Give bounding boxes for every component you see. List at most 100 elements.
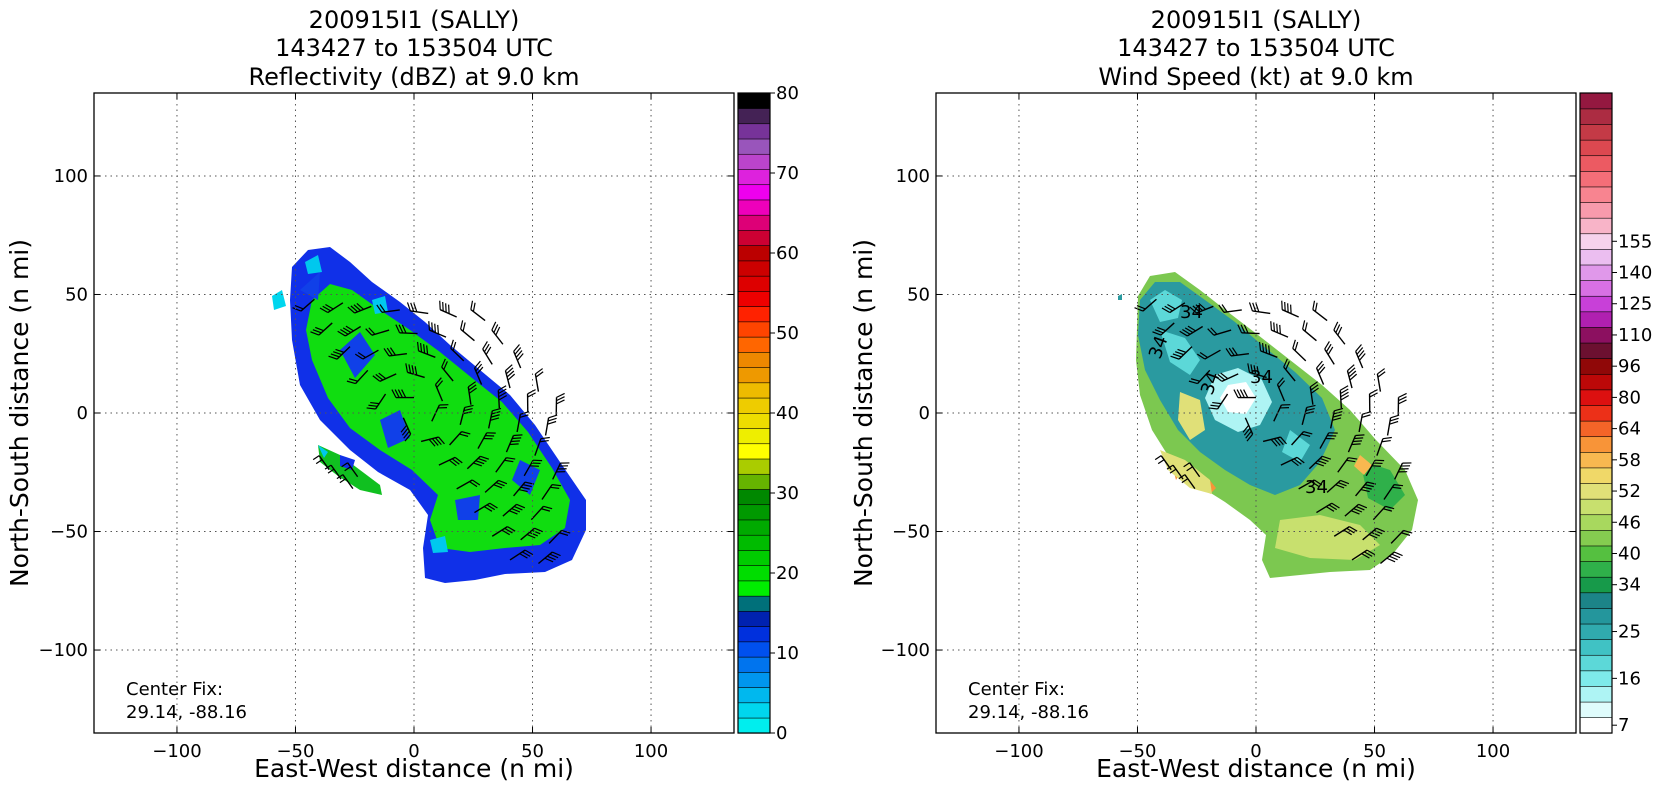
wind-wind-barb [1293, 340, 1306, 361]
wind-wind-barb [1249, 302, 1270, 313]
reflectivity-colorbar-bin [738, 489, 770, 505]
wind-colorbar-bin [1580, 421, 1612, 437]
wind-wind-barb [1334, 322, 1345, 344]
contour-label: 34 [1250, 367, 1273, 388]
wind-colorbar-bin [1580, 717, 1612, 733]
wind-colorbar-tick-label: 80 [1618, 387, 1641, 408]
wind-colorbar-bin [1580, 93, 1612, 109]
wind-colorbar-tick-label: 155 [1618, 231, 1652, 252]
wind-colorbar-bin [1580, 124, 1612, 140]
wind-colorbar-bin [1580, 514, 1612, 530]
wind-title-line-1: 200915I1 (SALLY) [1151, 6, 1362, 34]
wind-colorbar-bin [1580, 280, 1612, 296]
wind-colorbar-bin [1580, 405, 1612, 421]
wind-wind-barb [1303, 320, 1317, 340]
wind-colorbar-bin [1580, 499, 1612, 515]
reflectivity-wind-barb [535, 369, 543, 392]
reflectivity-wind-barb [471, 301, 485, 321]
wind-title-line-2: 143427 to 153504 UTC [1117, 34, 1395, 62]
wind-wind-barb [1377, 369, 1385, 392]
reflectivity-wind-barb [505, 365, 514, 388]
wind-colorbar-bin [1580, 140, 1612, 156]
wind-wind-barb [1317, 361, 1325, 384]
reflectivity-colorbar-bin [738, 428, 770, 444]
reflectivity-colorbar-bin [738, 565, 770, 581]
wind-colorbar-tick-label: 34 [1618, 575, 1641, 596]
reflectivity-colorbar-bin [738, 200, 770, 216]
reflectivity-wind-barb [461, 320, 475, 340]
wind-colorbar-tick-label: 16 [1618, 668, 1641, 689]
reflectivity-panel: 200915I1 (SALLY) 143427 to 153504 UTC Re… [5, 6, 799, 783]
reflectivity-colorbar-bin [738, 215, 770, 231]
reflectivity-colorbar-bin [738, 657, 770, 673]
reflectivity-colorbar-bin [738, 337, 770, 353]
reflectivity-colorbar-bin [738, 184, 770, 200]
reflectivity-colorbar-bin [738, 626, 770, 642]
reflectivity-colorbar-bin [738, 276, 770, 292]
reflectivity-colorbar-tick-label: 20 [776, 563, 799, 584]
wind-colorbar-bin [1580, 655, 1612, 671]
wind-title-line-3: Wind Speed (kt) at 9.0 km [1098, 63, 1413, 91]
wind-colorbar-bin [1580, 483, 1612, 499]
reflectivity-wind-barb [556, 393, 564, 415]
reflectivity-colorbar-tick-label: 80 [776, 83, 799, 104]
reflectivity-y-tick-label: 0 [77, 403, 88, 424]
reflectivity-colorbar-tick-label: 10 [776, 643, 799, 664]
reflectivity-colorbar-bin [738, 169, 770, 185]
reflectivity-colorbar-bin [738, 535, 770, 551]
reflectivity-colorbar-bin [738, 261, 770, 277]
reflectivity-colorbar-bin [738, 291, 770, 307]
reflectivity-colorbar-bin [738, 93, 770, 109]
wind-y-tick-label: 100 [896, 166, 930, 187]
wind-colorbar-bin [1580, 202, 1612, 218]
wind-colorbar-bin [1580, 468, 1612, 484]
reflectivity-colorbar-bin [738, 459, 770, 475]
reflectivity-y-axis-label: North-South distance (n mi) [5, 239, 34, 587]
wind-colorbar-bin [1580, 233, 1612, 249]
reflectivity-colorbar-bin [738, 596, 770, 612]
wind-colorbar-bin [1580, 343, 1612, 359]
wind-wind-barb [1370, 390, 1378, 412]
wind-colorbar-bin [1580, 546, 1612, 562]
wind-colorbar-bin [1580, 702, 1612, 718]
wind-speed-field [1118, 272, 1418, 578]
reflectivity-center-fix-coords: 29.14, -88.16 [126, 702, 247, 723]
wind-center-fix-label: Center Fix: [968, 679, 1065, 700]
wind-colorbar-tick-label: 52 [1618, 481, 1641, 502]
wind-wind-barb [1356, 344, 1366, 367]
reflectivity-title-line-2: 143427 to 153504 UTC [275, 34, 553, 62]
reflectivity-field [272, 247, 586, 583]
wind-x-tick-label: 100 [1476, 741, 1510, 762]
reflectivity-colorbar-bin [738, 687, 770, 703]
reflectivity-colorbar-bin [738, 398, 770, 414]
reflectivity-colorbar-bin [738, 550, 770, 566]
wind-wind-barb [1388, 415, 1400, 435]
reflectivity-title-line-1: 200915I1 (SALLY) [309, 6, 520, 34]
reflectivity-colorbar-tick-label: 0 [776, 723, 787, 744]
reflectivity-colorbar-bin [738, 108, 770, 124]
reflectivity-title-line-3: Reflectivity (dBZ) at 9.0 km [249, 63, 580, 91]
wind-colorbar-tick-label: 96 [1618, 356, 1641, 377]
wind-colorbar-bin [1580, 530, 1612, 546]
reflectivity-wind-barb [440, 301, 457, 317]
reflectivity-wind-barb [528, 390, 536, 412]
wind-grid [936, 93, 1576, 733]
wind-colorbar-bin [1580, 171, 1612, 187]
wind-colorbar-bin [1580, 312, 1612, 328]
wind-x-tick-label: −100 [994, 741, 1043, 762]
wind-colorbar-tick-label: 25 [1618, 622, 1641, 643]
reflectivity-colorbar-bin [738, 443, 770, 459]
wind-colorbar-bin [1580, 577, 1612, 593]
wind-colorbar-bin [1580, 561, 1612, 577]
reflectivity-colorbar-bin [738, 352, 770, 368]
wind-wind-barb [1325, 341, 1334, 364]
reflectivity-y-tick-label: 50 [65, 284, 88, 305]
wind-x-axis-label: East-West distance (n mi) [1096, 754, 1416, 783]
wind-speed-panel: 200915I1 (SALLY) 143427 to 153504 UTC Wi… [849, 6, 1652, 783]
reflectivity-y-tick-label: −50 [50, 522, 88, 543]
wind-wind-barb [1282, 301, 1299, 317]
reflectivity-x-tick-label: −100 [152, 741, 201, 762]
wind-colorbar-bin [1580, 109, 1612, 125]
